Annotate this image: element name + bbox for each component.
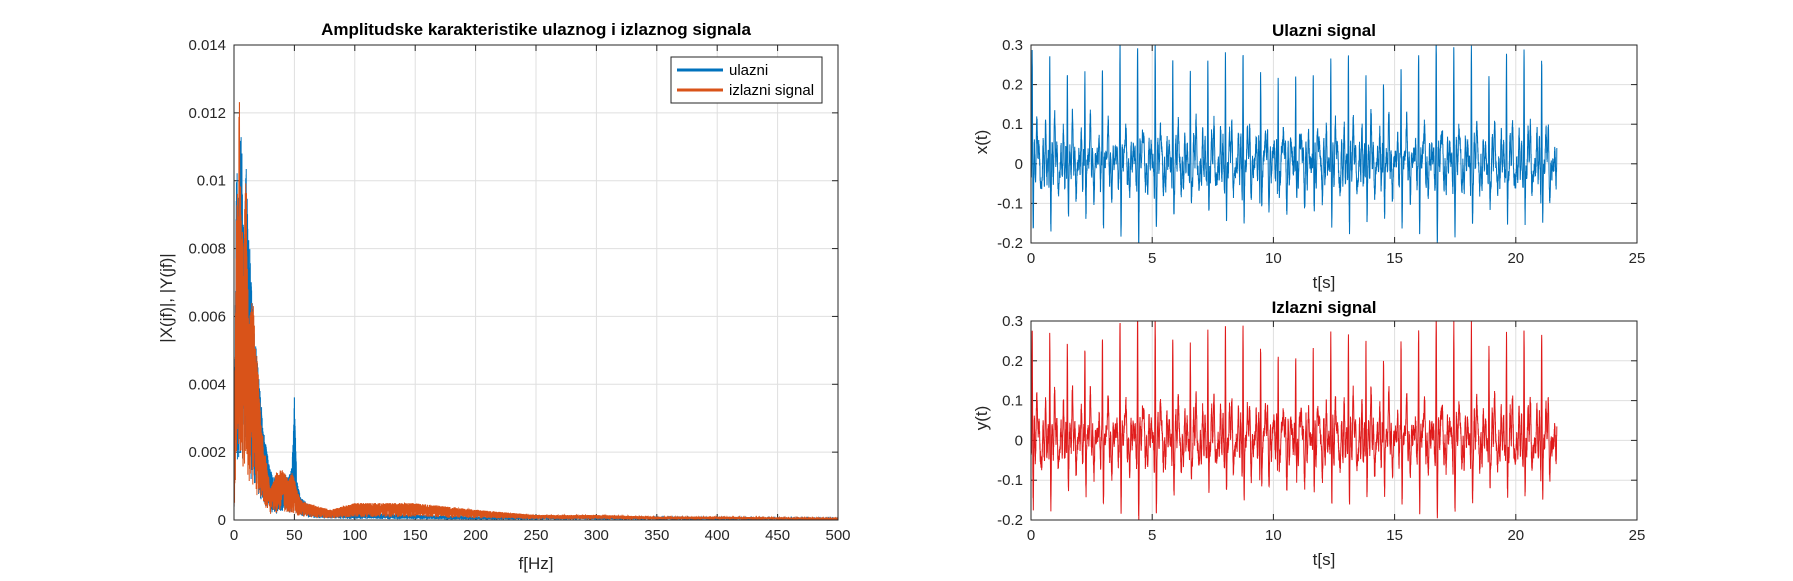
- input-x-tick-label: 15: [1386, 250, 1403, 267]
- spectrum-y-tick-label: 0: [218, 512, 226, 529]
- spectrum-x-label: f[Hz]: [519, 554, 554, 573]
- spectrum-x-tick-label: 0: [230, 527, 238, 544]
- input-signal-axes: Ulazni signal t[s] x(t) 0 5 10 15 20 25 -0.2 -0…: [972, 21, 1645, 292]
- output-title: Izlazni signal: [1272, 298, 1377, 317]
- signal-line: [1031, 45, 1558, 243]
- input-y-tick-label: -0.2: [997, 235, 1023, 252]
- input-y-tick-label: 0.3: [1002, 37, 1023, 54]
- output-y-tick-label: 0.1: [1002, 393, 1023, 410]
- spectrum-axes: Amplitudske karakteristike ulaznog i izl…: [157, 20, 851, 573]
- spectrum-x-tick-label: 50: [286, 527, 303, 544]
- output-y-tick-label: 0: [1015, 432, 1023, 449]
- input-y-tick-label: 0.1: [1002, 116, 1023, 133]
- output-x-tick-label: 25: [1629, 527, 1646, 544]
- output-x-tick-label: 20: [1507, 527, 1524, 544]
- spectrum-x-tick-label: 200: [463, 527, 488, 544]
- input-y-tick-label: 0.2: [1002, 77, 1023, 94]
- input-x-tick-label: 0: [1027, 250, 1035, 267]
- spectrum-x-tick-label: 450: [765, 527, 790, 544]
- output-y-tick-label: 0.3: [1002, 313, 1023, 330]
- input-x-tick-label: 10: [1265, 250, 1282, 267]
- legend-box: [670, 56, 823, 104]
- spectrum-frame: [233, 44, 839, 521]
- spectrum-x-tick-label: 400: [705, 527, 730, 544]
- legend: ulazni izlazni signal: [670, 56, 823, 104]
- series-1-line: [234, 102, 838, 520]
- spectrum-title: Amplitudske karakteristike ulaznog i izl…: [321, 20, 751, 39]
- output-x-label: t[s]: [1313, 550, 1336, 569]
- input-x-tick-label: 20: [1507, 250, 1524, 267]
- spectrum-y-tick-label: 0.004: [188, 376, 226, 393]
- signal-line: [1031, 321, 1558, 520]
- output-x-tick-label: 10: [1265, 527, 1282, 544]
- output-frame: [1030, 320, 1638, 521]
- input-title: Ulazni signal: [1272, 21, 1376, 40]
- spectrum-x-tick-label: 300: [584, 527, 609, 544]
- input-x-tick-label: 25: [1629, 250, 1646, 267]
- output-x-tick-label: 15: [1386, 527, 1403, 544]
- output-y-tick-label: -0.1: [997, 472, 1023, 489]
- legend-label-0: ulazni: [729, 62, 768, 79]
- spectrum-y-label: |X(jf)|, |Y(jf)|: [157, 253, 176, 342]
- spectrum-x-tick-label: 100: [342, 527, 367, 544]
- output-x-tick-label: 0: [1027, 527, 1035, 544]
- output-x-tick-label: 5: [1148, 527, 1156, 544]
- input-plot-area: [1031, 45, 1637, 243]
- spectrum-x-tick-label: 150: [403, 527, 428, 544]
- spectrum-x-tick-label: 500: [825, 527, 850, 544]
- legend-label-1: izlazni signal: [729, 82, 814, 99]
- input-y-tick-label: -0.1: [997, 195, 1023, 212]
- output-y-tick-label: 0.2: [1002, 353, 1023, 370]
- spectrum-y-tick-label: 0.014: [188, 37, 226, 54]
- input-x-tick-label: 5: [1148, 250, 1156, 267]
- input-y-label: x(t): [972, 130, 991, 155]
- spectrum-y-tick-label: 0.012: [188, 105, 226, 122]
- spectrum-y-tick-label: 0.01: [197, 173, 226, 190]
- input-y-tick-label: 0: [1015, 156, 1023, 173]
- spectrum-y-tick-label: 0.002: [188, 444, 226, 461]
- output-y-tick-label: -0.2: [997, 512, 1023, 529]
- output-signal-axes: Izlazni signal t[s] y(t) 0 5 10 15 20 25 -0.2 -…: [972, 298, 1645, 569]
- spectrum-y-tick-label: 0.008: [188, 241, 226, 258]
- input-x-label: t[s]: [1313, 273, 1336, 292]
- input-frame: [1030, 44, 1638, 244]
- spectrum-y-tick-label: 0.006: [188, 308, 226, 325]
- output-y-label: y(t): [972, 406, 991, 431]
- spectrum-x-tick-label: 350: [644, 527, 669, 544]
- spectrum-x-tick-label: 250: [523, 527, 548, 544]
